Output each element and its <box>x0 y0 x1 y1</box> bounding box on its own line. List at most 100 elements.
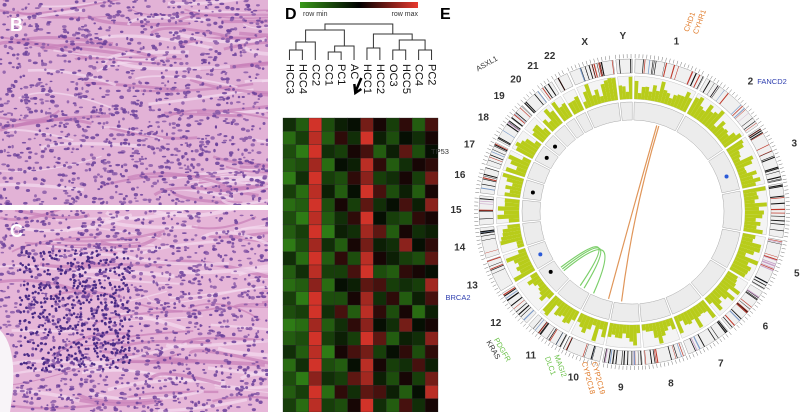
cnv-bar <box>629 77 633 99</box>
nucleus <box>252 92 255 94</box>
nucleus <box>183 370 185 372</box>
nucleus <box>248 404 252 406</box>
nucleus <box>78 70 82 72</box>
nucleus <box>262 379 265 383</box>
scale-tick <box>734 328 737 331</box>
scale-tick <box>775 153 779 155</box>
nucleus <box>234 182 236 185</box>
nucleus <box>217 134 221 136</box>
heatmap-cell <box>335 359 348 372</box>
nucleus <box>182 75 187 78</box>
nucleus <box>156 361 159 364</box>
nucleus <box>190 304 195 306</box>
nucleus <box>183 382 186 384</box>
heatmap-cell <box>283 359 296 372</box>
nucleus <box>148 164 153 167</box>
nucleus <box>222 397 227 399</box>
scale-tick <box>781 252 785 253</box>
nucleus <box>77 341 80 344</box>
scale-tick <box>698 69 700 73</box>
nucleus <box>84 271 87 274</box>
nucleus <box>40 289 43 292</box>
nucleus <box>142 405 146 408</box>
nucleus <box>93 343 96 346</box>
nucleus <box>47 269 50 272</box>
heatmap-cell <box>361 305 374 318</box>
nucleus <box>104 112 106 114</box>
nucleus <box>70 345 73 348</box>
scale-tick <box>547 79 549 82</box>
chromosome-label: 21 <box>527 61 539 72</box>
heatmap-cell <box>322 145 335 158</box>
nucleus <box>153 366 157 368</box>
scale-tick <box>723 85 725 88</box>
nucleus <box>140 194 143 196</box>
nucleus <box>7 112 12 114</box>
scale-tick <box>475 192 479 193</box>
nucleus <box>58 332 61 335</box>
nucleus <box>255 303 258 305</box>
heatmap-cell <box>309 359 322 372</box>
nucleus <box>122 304 125 307</box>
nucleus <box>252 381 255 383</box>
nucleus <box>123 277 126 280</box>
scale-tick <box>729 332 732 335</box>
nucleus <box>108 321 111 324</box>
nucleus <box>137 42 141 45</box>
nucleus <box>208 326 210 328</box>
nucleus <box>246 293 249 296</box>
nucleus <box>87 243 91 246</box>
nucleus <box>77 321 79 323</box>
nucleus <box>11 94 14 98</box>
nucleus <box>19 322 22 325</box>
heatmap-cell <box>322 332 335 345</box>
heatmap-cell <box>309 372 322 385</box>
heatmap-cell <box>386 225 399 238</box>
nucleus <box>213 294 218 297</box>
nucleus <box>66 317 70 320</box>
tissue-streak <box>275 98 385 104</box>
nucleus <box>140 101 143 104</box>
nucleus <box>19 65 21 69</box>
nucleus <box>181 377 183 380</box>
nucleus <box>137 18 139 20</box>
nucleus <box>127 6 131 8</box>
nucleus <box>120 173 122 176</box>
nucleus <box>39 252 42 255</box>
nucleus <box>131 127 136 130</box>
nucleus <box>159 196 161 198</box>
scale-tick <box>505 118 508 120</box>
nucleus <box>129 21 131 23</box>
nucleus <box>105 141 108 143</box>
nucleus <box>201 82 204 85</box>
heatmap-cell <box>399 145 412 158</box>
nucleus <box>76 37 80 39</box>
heatmap-cell <box>322 252 335 265</box>
nucleus <box>103 162 108 165</box>
nucleus <box>185 87 190 89</box>
nucleus <box>186 368 191 370</box>
nucleus <box>84 215 88 218</box>
nucleus <box>14 302 18 305</box>
nucleus <box>23 353 26 356</box>
nucleus <box>134 312 138 315</box>
nucleus <box>227 88 230 91</box>
nucleus <box>259 292 264 295</box>
nucleus <box>4 297 8 299</box>
heatmap-cell <box>425 118 438 131</box>
nucleus <box>169 31 173 33</box>
nucleus <box>53 11 56 13</box>
nucleus <box>243 27 246 29</box>
nucleus <box>159 386 162 389</box>
nucleus <box>189 169 191 171</box>
nucleus <box>105 259 108 262</box>
heatmap-cell <box>361 158 374 171</box>
nucleus <box>127 341 130 344</box>
nucleus <box>101 221 103 223</box>
scale-tick <box>555 346 557 349</box>
nucleus <box>169 370 172 373</box>
column-label: CC4 <box>413 64 425 86</box>
nucleus <box>44 343 47 346</box>
cnv-bar <box>638 93 642 99</box>
scale-tick <box>742 320 745 323</box>
